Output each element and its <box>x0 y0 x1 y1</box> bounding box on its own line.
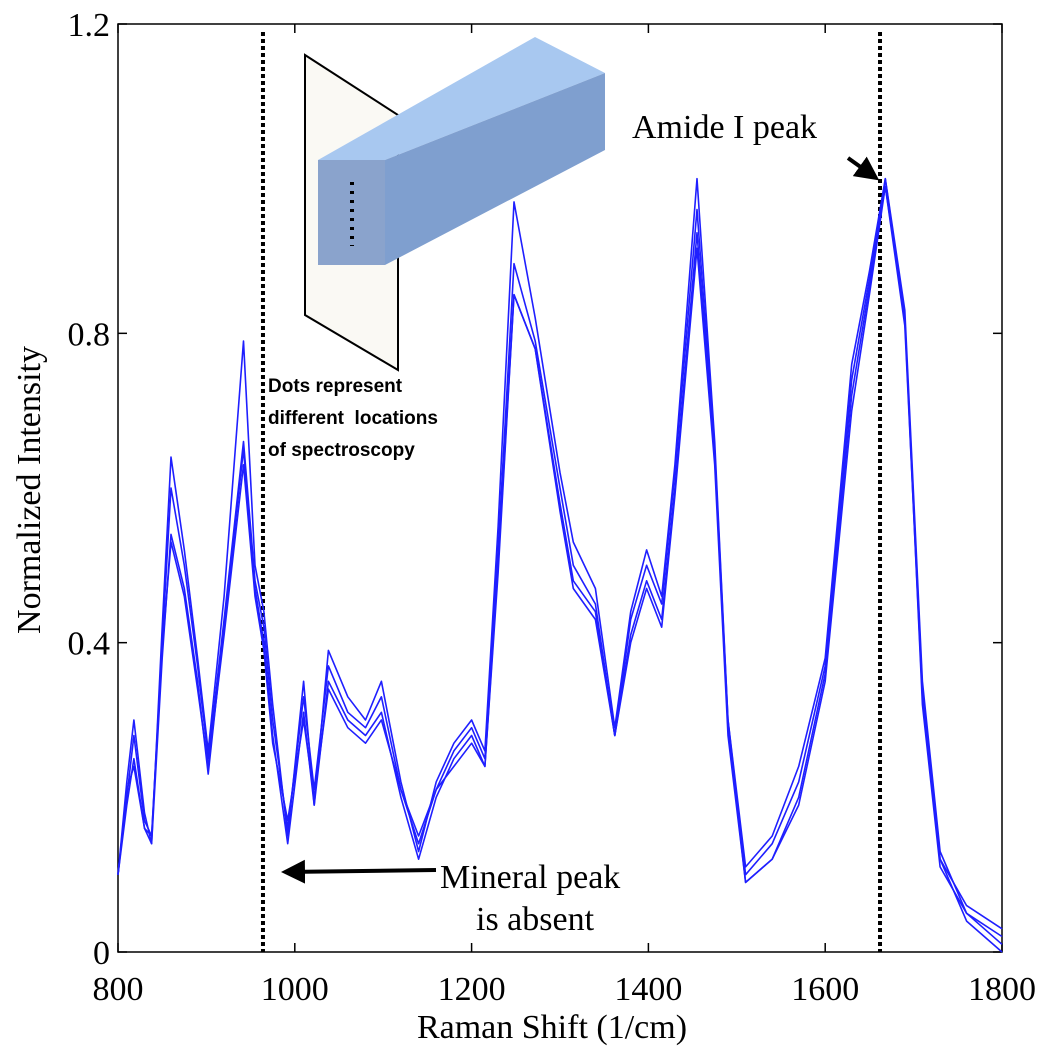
y-axis-label: Normalized Intensity <box>11 346 48 634</box>
annotation: Mineral peak <box>440 859 620 896</box>
annotation: different locations <box>268 408 438 429</box>
x-tick-label: 1200 <box>438 971 506 1008</box>
x-tick-label: 1800 <box>968 971 1036 1008</box>
plot-frame <box>117 23 1003 953</box>
plot-area: 800 1000 1200 1400 1600 1800 0 0.4 0.8 1.2 <box>68 7 1037 1008</box>
series-line <box>117 177 1003 938</box>
x-tick-label: 1000 <box>261 971 329 1008</box>
x-tick-label: 1600 <box>791 971 859 1008</box>
box-front <box>318 160 385 265</box>
y-tick-label: 0 <box>93 935 110 972</box>
annotation: is absent <box>476 901 595 938</box>
series-line <box>117 185 1003 930</box>
sample-illustration <box>304 37 605 372</box>
box-side <box>385 73 605 265</box>
y-tick-label: 0.8 <box>68 316 111 353</box>
x-axis-label: Raman Shift (1/cm) <box>417 1009 687 1046</box>
annotation: Amide I peak <box>632 109 817 146</box>
annotation: of spectroscopy <box>268 440 415 461</box>
y-tick-label: 1.2 <box>68 7 111 44</box>
series-line <box>117 185 1003 953</box>
x-tick-label: 1400 <box>614 971 682 1008</box>
x-tick-label: 800 <box>93 971 144 1008</box>
y-tick-label: 0.4 <box>68 626 111 663</box>
annotation: Dots represent <box>268 376 403 397</box>
annotation-arrow <box>281 859 437 884</box>
box-top <box>318 37 605 160</box>
annotation-arrow <box>846 156 880 181</box>
